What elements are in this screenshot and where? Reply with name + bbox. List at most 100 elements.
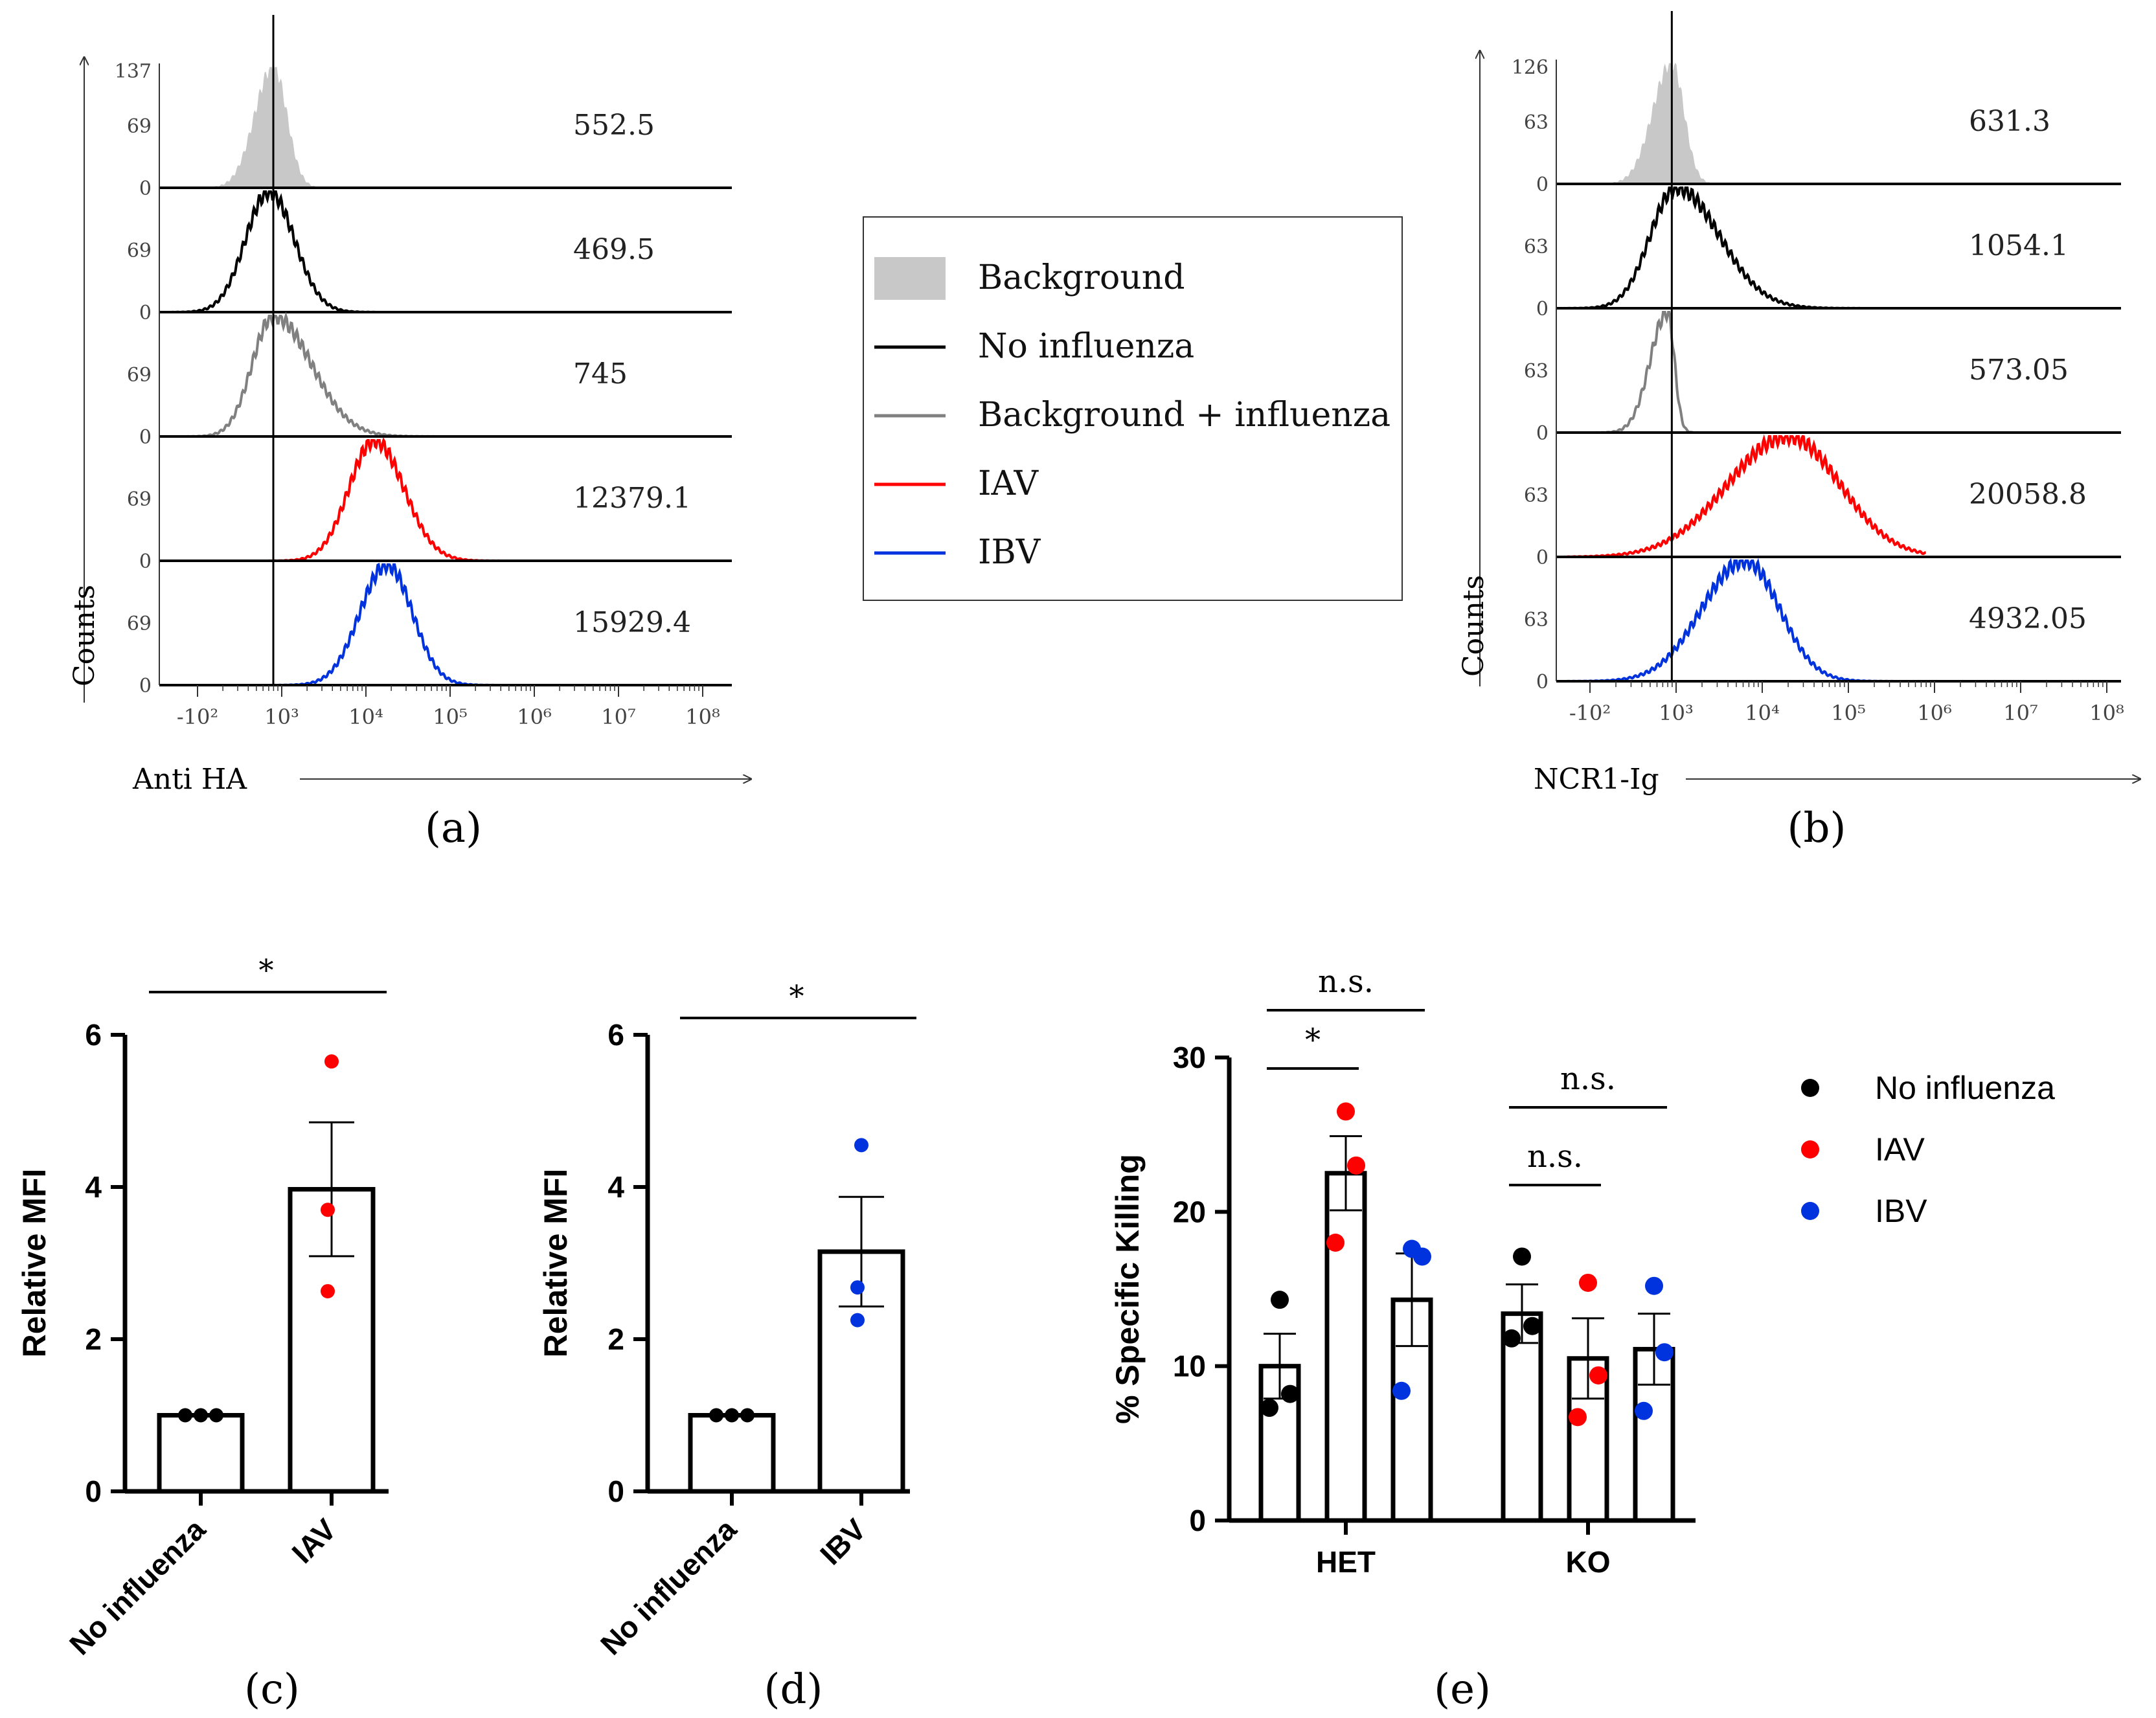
x-tick-label: IBV [813,1512,872,1571]
y-tick-label: 2 [85,1322,102,1356]
data-point [1281,1385,1299,1403]
histogram-curve-no-influenza [172,190,526,313]
x-tick-label: KO [1566,1545,1611,1579]
flow-legend: Background No influenza Background + influ… [863,216,1403,601]
x-tick-label: 10⁴ [1745,701,1780,725]
data-point [1326,1234,1345,1252]
y-tick-label-mid: 69 [127,364,152,387]
x-tick-label: -10² [1569,701,1611,725]
x-tick-label: HET [1316,1545,1376,1579]
significance-label: * [259,953,274,988]
histogram-curve-background-influenza [1564,311,1926,434]
histogram-curve-iav [1563,434,1926,559]
y-tick-label-mid: 63 [1524,236,1549,258]
data-point [1503,1329,1521,1348]
histogram-curve-background [1564,62,1926,185]
bar-het-1 [1324,1171,1367,1523]
significance-label: n.s. [1527,1138,1583,1175]
panel-e-grouped-bar-chart: 0 10 20 30 % Specific Killing HET KO * n.s. n.s. n… [1109,964,1696,1579]
y-tick-label-mid: 63 [1524,360,1549,383]
mfi-value: 15929.4 [573,606,691,639]
histogram-curve-background [172,67,526,188]
y-tick-label-mid: 63 [1524,609,1549,631]
data-point [850,1313,865,1328]
y-tick-label: 20 [1173,1195,1206,1228]
data-point [1655,1343,1674,1362]
legend-label: IBV [978,533,1041,572]
panel-a-histogram: 0 69 137 552.5 0 69 469.5 0 69 745 0 69 12379.1 0 69 15… [68,15,751,852]
legend-label: No influenza [1875,1070,2055,1106]
x-tick-label: No influenza [594,1512,743,1661]
mfi-value: 1054.1 [1969,229,2069,262]
y-tick-label-mid: 69 [127,115,152,138]
panel-a-x-axis: -10² 10³ 10⁴ 10⁵ 10⁶ 10⁷ 10⁸ [177,685,720,729]
mfi-value: 745 [573,357,628,390]
x-tick-label: 10⁷ [2003,701,2038,725]
data-point [178,1408,192,1423]
y-tick-label-zero: 0 [1536,547,1549,569]
y-tick-label: 0 [607,1475,624,1508]
data-point [321,1283,335,1298]
mfi-value: 552.5 [573,109,655,142]
panel-c-bar-chart: 0 2 4 6 Relative MFI No influenza IAV * [16,953,389,1661]
x-tick-label: No influenza [63,1512,212,1661]
significance-label: n.s. [1318,964,1374,1000]
mfi-value: 4932.05 [1969,602,2087,635]
data-point [1523,1317,1541,1335]
y-tick-label-zero: 0 [139,177,152,200]
legend-label: Background + influenza [978,396,1390,435]
killing-legend: No influenza IAV IBV [1801,1070,2055,1229]
panel-a-xlabel: Anti HA [132,763,247,796]
y-tick-label-zero: 0 [139,426,152,449]
bar-ko-0 [1501,1311,1543,1523]
data-point [321,1203,335,1217]
histogram-curve-ibv [172,562,526,687]
data-point [1513,1247,1531,1266]
panel-b-xlabel: NCR1-Ig [1534,763,1659,796]
y-tick-label-mid: 63 [1524,484,1549,507]
panel-label-e: (e) [1434,1666,1491,1713]
x-tick-label: 10⁸ [685,705,720,729]
data-point [209,1408,223,1423]
panel-label-a: (a) [425,804,482,852]
data-point [1635,1401,1653,1420]
panel-b-ylabel: Counts [1457,575,1490,677]
y-axis-label: Relative MFI [16,1169,52,1358]
x-tick-label: 10⁵ [433,705,468,729]
data-point [1645,1276,1663,1295]
y-tick-label: 4 [607,1170,624,1204]
data-point [1569,1408,1587,1427]
data-point [854,1138,868,1153]
y-tick-label-mid: 69 [127,613,152,635]
y-tick-label-zero: 0 [139,302,152,324]
data-point [740,1408,755,1423]
data-point [1579,1273,1597,1292]
legend-marker [1801,1140,1819,1159]
panel-label-d: (d) [764,1666,823,1713]
x-tick-label: 10⁶ [517,705,552,729]
y-tick-label: 0 [1189,1504,1206,1537]
x-tick-label: 10⁵ [1831,701,1866,725]
bar-0 [157,1413,245,1494]
mfi-value: 573.05 [1969,354,2069,387]
y-tick-label: 6 [607,1018,624,1052]
y-tick-label-mid: 69 [127,240,152,262]
data-point [1589,1366,1607,1385]
mfi-value: 12379.1 [573,482,691,515]
data-point [1337,1102,1355,1121]
data-point [850,1280,865,1295]
x-tick-label: 10³ [1659,701,1694,725]
histogram-curve-iav [172,437,526,562]
y-tick-label-mid: 69 [127,488,152,511]
legend-label: IAV [1875,1131,1925,1168]
mfi-value: 631.3 [1969,105,2050,138]
mfi-value: 469.5 [573,233,655,266]
y-tick-label-zero: 0 [1536,671,1549,694]
panel-d-bar-chart: 0 2 4 6 Relative MFI No influenza IBV * [538,978,916,1661]
x-tick-label: 10³ [264,705,299,729]
legend-label: Background [978,258,1185,297]
legend-swatch-background [874,257,946,300]
y-tick-label-mid: 63 [1524,111,1549,134]
x-tick-label: 10⁶ [1917,701,1952,725]
y-tick-label: 10 [1173,1350,1206,1383]
